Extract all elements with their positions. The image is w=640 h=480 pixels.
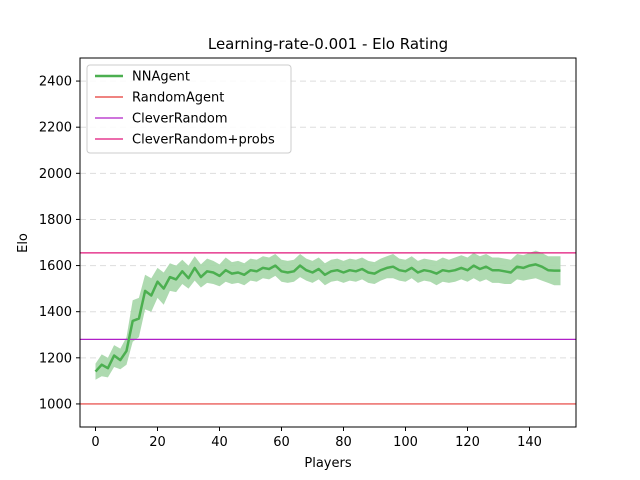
x-tick-label: 80 [335,435,352,450]
y-tick-label: 1000 [39,397,72,412]
y-tick-label: 1200 [39,351,72,366]
y-tick-label: 2000 [39,167,72,182]
y-tick-label: 2200 [39,121,72,136]
reference-lines [80,252,576,405]
series-layer [94,263,561,373]
band-layer [95,250,561,380]
y-tick-label: 1400 [39,305,72,320]
chart-title: Learning-rate-0.001 - Elo Rating [208,35,448,53]
legend-label: RandomAgent [132,91,224,106]
x-axis-ticks: 0 20 40 60 80 100 120 140 [91,427,542,450]
plot-frame [79,57,577,428]
legend-box [86,64,292,154]
y-axis-label: Elo [16,233,31,253]
x-tick-label: 20 [149,435,166,450]
x-axis-label: Players [304,456,351,471]
legend-label: CleverRandom+probs [132,133,275,148]
y-tick-label: 2400 [39,75,72,90]
x-tick-label: 40 [211,435,228,450]
x-tick-label: 120 [455,435,480,450]
legend-label: NNAgent [132,70,190,85]
y-axis-ticks: 1000 1200 1400 1600 1800 2000 2200 2400 [39,75,80,412]
series-line-nnagent [94,263,561,373]
y-tick-label: 1600 [39,259,72,274]
y-tick-label: 1800 [39,213,72,228]
confidence-band [95,250,561,380]
x-tick-label: 140 [517,435,542,450]
legend: NNAgent RandomAgent CleverRandom CleverRand… [86,64,292,154]
legend-label: CleverRandom [132,112,228,127]
x-tick-label: 60 [273,435,290,450]
x-tick-label: 100 [393,435,418,450]
x-tick-label: 0 [91,435,99,450]
